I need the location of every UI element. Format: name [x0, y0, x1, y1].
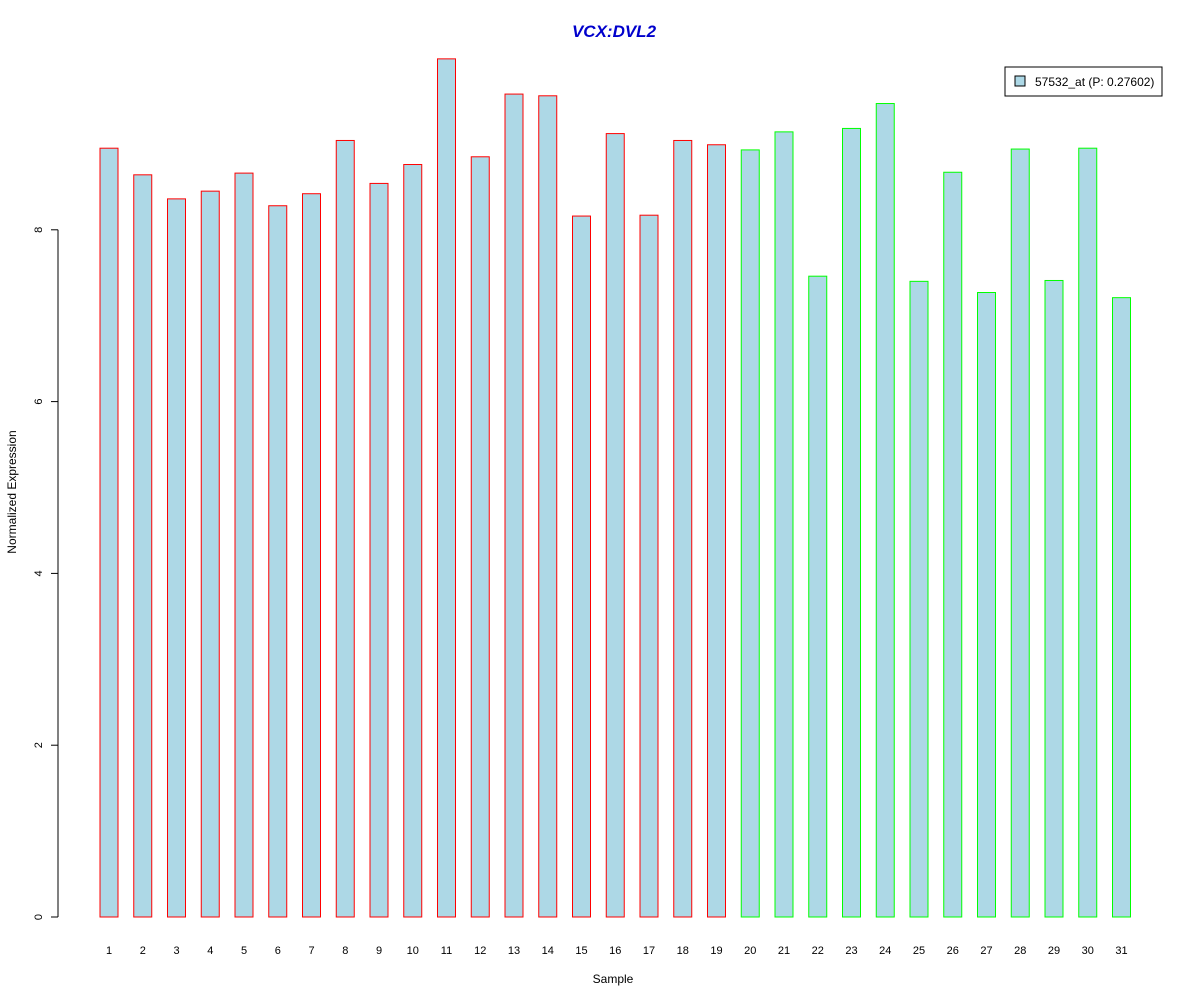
- x-tick-label: 4: [207, 945, 213, 957]
- bar-sample-25: [909, 280, 929, 918]
- x-tick-label: 1: [106, 945, 112, 957]
- x-tick-label: 16: [609, 945, 621, 957]
- chart-title: VCX:DVL2: [572, 22, 657, 41]
- legend-entry-label: 57532_at (P: 0.27602): [1035, 75, 1154, 89]
- x-tick-label: 10: [407, 945, 419, 957]
- bar-sample-5: [234, 172, 254, 918]
- y-axis: 0 2 4 6 8: [33, 227, 59, 920]
- x-tick-label: 3: [173, 945, 179, 957]
- x-tick-label: 25: [913, 945, 925, 957]
- x-tick-label: 8: [342, 945, 348, 957]
- bar-sample-6: [268, 205, 288, 918]
- x-tick-label: 30: [1082, 945, 1094, 957]
- legend-swatch: [1014, 75, 1026, 87]
- bar-sample-4: [200, 190, 220, 918]
- bar-sample-1: [99, 147, 119, 918]
- y-tick-label: 0: [33, 914, 45, 920]
- x-tick-label: 18: [677, 945, 689, 957]
- bar-sample-16: [605, 133, 625, 918]
- bar-sample-11: [437, 58, 456, 918]
- legend-box: [1004, 66, 1163, 97]
- y-tick-label: 2: [33, 742, 45, 748]
- y-tick-label: 6: [33, 399, 45, 405]
- y-tick-label: 8: [33, 227, 45, 233]
- x-tick-label: 12: [474, 945, 486, 957]
- x-tick-label: 5: [241, 945, 247, 957]
- bar-sample-30: [1078, 147, 1098, 918]
- bar-sample-20: [740, 149, 760, 918]
- bar-sample-7: [302, 193, 321, 918]
- x-tick-label: 26: [947, 945, 959, 957]
- x-tick-label: 22: [812, 945, 824, 957]
- x-tick-labels: 1 2 3 4 5 6 7 8 9 10 11 12 13 14 15 16 17 18 19 20 21 22 23 24 2…: [106, 945, 1128, 957]
- x-tick-label: 31: [1115, 945, 1127, 957]
- x-tick-label: 24: [879, 945, 891, 957]
- bar-sample-18: [673, 139, 693, 918]
- bar-sample-8: [335, 139, 355, 918]
- bar-sample-10: [403, 164, 423, 918]
- x-tick-label: 2: [140, 945, 146, 957]
- bar-sample-3: [167, 198, 186, 918]
- legend: 57532_at (P: 0.27602): [1004, 66, 1163, 97]
- bar-sample-28: [1010, 148, 1030, 918]
- bar-sample-14: [538, 95, 558, 918]
- x-tick-label: 29: [1048, 945, 1060, 957]
- bar-sample-23: [842, 127, 861, 918]
- x-tick-label: 15: [575, 945, 587, 957]
- bar-sample-22: [808, 275, 828, 918]
- bars-group: [99, 58, 1131, 918]
- y-tick-label: 4: [33, 570, 45, 576]
- bar-sample-19: [707, 144, 726, 918]
- bar-sample-17: [639, 214, 659, 918]
- bar-sample-12: [470, 156, 490, 918]
- x-tick-label: 14: [542, 945, 554, 957]
- x-tick-label: 7: [308, 945, 314, 957]
- x-tick-label: 17: [643, 945, 655, 957]
- x-tick-label: 11: [441, 945, 452, 957]
- bar-sample-26: [943, 171, 963, 918]
- bar-sample-31: [1112, 297, 1131, 918]
- bar-sample-24: [875, 103, 895, 918]
- x-tick-label: 20: [744, 945, 756, 957]
- x-tick-label: 23: [845, 945, 857, 957]
- bar-sample-29: [1044, 279, 1064, 918]
- x-tick-label: 6: [275, 945, 281, 957]
- x-tick-label: 21: [778, 945, 790, 957]
- y-axis-label: Normalized Expression: [5, 430, 19, 553]
- bar-sample-27: [977, 292, 996, 918]
- bar-sample-15: [572, 215, 591, 918]
- bar-sample-21: [774, 131, 794, 918]
- x-tick-label: 27: [980, 945, 992, 957]
- x-tick-label: 9: [376, 945, 382, 957]
- bar-sample-9: [369, 182, 389, 918]
- bar-sample-13: [504, 93, 524, 918]
- x-tick-label: 13: [508, 945, 520, 957]
- x-tick-label: 19: [710, 945, 722, 957]
- x-axis-label: Sample: [593, 972, 634, 986]
- x-tick-label: 28: [1014, 945, 1026, 957]
- bar-sample-2: [133, 174, 153, 918]
